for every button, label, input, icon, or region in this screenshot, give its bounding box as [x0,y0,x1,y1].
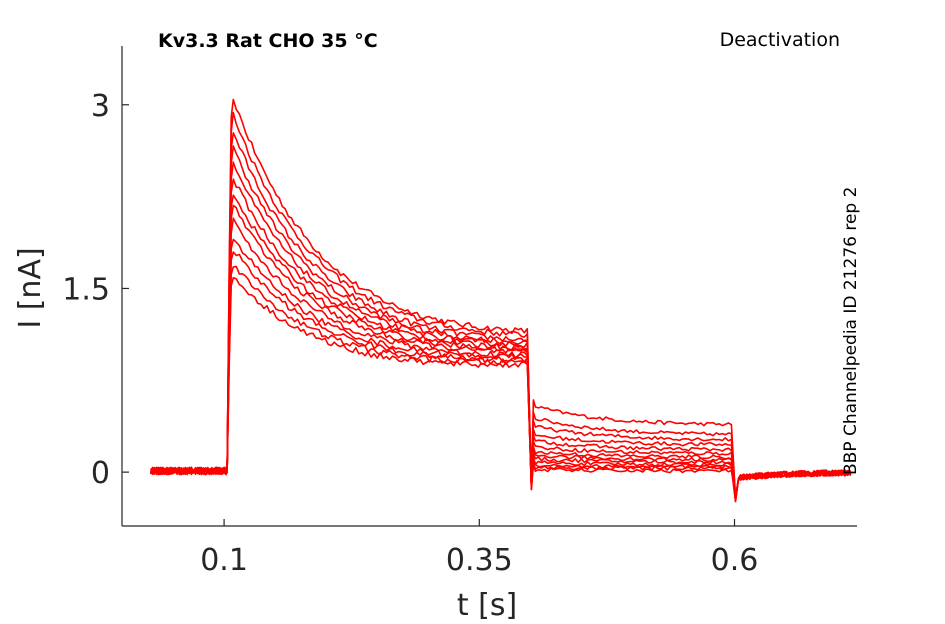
current-trace [150,194,852,500]
y-tick-label: 1.5 [62,272,110,307]
current-trace [150,178,852,502]
y-axis-label: I [nA] [13,247,48,328]
trace-group [149,98,852,503]
channelpedia-id-label: BBP Channelpedia ID 21276 rep 2 [841,187,861,475]
x-ticks: 0.1 0.35 0.6 [200,519,758,578]
y-tick-label: 0 [91,456,110,491]
current-trace [149,251,852,503]
x-tick-label: 0.35 [446,543,513,578]
current-trace [150,276,852,497]
x-tick-label: 0.6 [711,543,759,578]
current-trace [149,98,852,499]
chart-title: Kv3.3 Rat CHO 35 °C [158,30,378,52]
current-trace [150,204,852,500]
y-tick-label: 3 [91,89,110,124]
current-trace [150,265,852,500]
current-trace [149,132,852,500]
current-trace [150,111,852,498]
x-axis-label: t [s] [457,588,517,623]
protocol-label: Deactivation [720,29,840,51]
current-trace [150,161,852,502]
current-trace [150,145,852,500]
y-ticks: 01.53 [62,89,129,491]
x-tick-label: 0.1 [200,543,248,578]
